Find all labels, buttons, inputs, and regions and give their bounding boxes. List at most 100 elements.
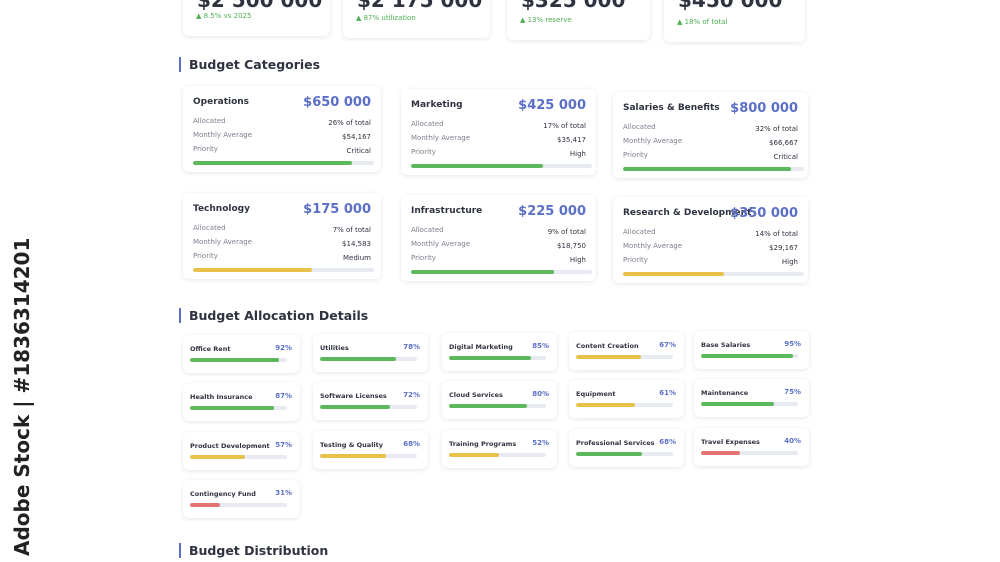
category-card: Operations $650 000 Allocated 26% of total M… [183,86,381,172]
category-card: Marketing $425 000 Allocated 17% of total Mo… [401,89,596,175]
allocation-bar [449,453,500,457]
allocation-percent: 57% [275,441,292,449]
summary-card: $450 000 ▲ 18% of total [664,0,805,42]
summary-card: $2 500 000 ▲ 8.5% vs 2025 [183,0,330,36]
row-value: High [569,256,586,264]
allocation-percent: 67% [659,341,676,349]
allocation-track [701,402,798,406]
allocation-name: Maintenance [701,389,749,397]
row-value: 9% of total [547,228,586,236]
allocation-track [190,503,287,507]
allocation-track [190,455,287,459]
summary-note: ▲ 8.5% vs 2025 [196,12,252,20]
allocation-percent: 40% [784,437,801,445]
allocation-card: Office Rent 92% [183,335,300,373]
allocation-card: Health Insurance 87% [183,383,300,421]
row-value: $18,750 [557,242,586,250]
progress-bar [193,268,313,272]
row-label: Priority [623,256,648,264]
row-label: Monthly Average [411,240,470,248]
progress-track [623,167,804,171]
section-title: Budget Categories [189,57,321,72]
allocation-percent: 31% [275,489,292,497]
category-name: Operations [193,97,250,107]
allocation-percent: 61% [659,389,676,397]
row-label: Allocated [411,226,444,234]
allocation-card: Travel Expenses 40% [694,428,809,466]
allocation-percent: 75% [784,388,801,396]
allocation-card: Utilities 78% [313,334,428,372]
row-label: Priority [623,151,648,159]
watermark: Adobe Stock | #1836314201 [10,237,34,556]
category-name: Salaries & Benefits [623,103,720,113]
allocation-percent: 68% [403,440,420,448]
allocation-name: Office Rent [190,345,231,353]
summary-note: ▲ 18% of total [677,18,728,26]
row-value: 17% of total [543,122,586,130]
allocation-name: Cloud Services [449,391,503,399]
allocation-name: Training Programs [449,440,517,448]
category-amount: $350 000 [730,206,798,221]
allocation-bar [701,402,774,406]
allocation-card: Software Licenses 72% [313,382,428,420]
allocation-card: Digital Marketing 85% [442,333,557,371]
summary-value: $2 500 000 [197,0,323,12]
category-card: Research & Development $350 000 Allocated 1… [613,197,808,283]
allocation-bar [576,355,641,359]
allocation-percent: 78% [403,343,420,351]
allocation-bar [190,406,275,410]
row-value: $66,667 [769,139,798,147]
allocation-name: Digital Marketing [449,343,513,351]
allocation-bar [701,451,740,455]
row-value: 32% of total [755,125,798,133]
progress-track [193,268,374,272]
category-amount: $800 000 [730,101,798,116]
allocation-track [320,454,417,458]
row-label: Priority [193,145,218,153]
category-amount: $175 000 [303,202,371,217]
summary-value: $450 000 [678,0,783,12]
allocation-name: Professional Services [576,439,655,447]
row-label: Monthly Average [623,137,682,145]
allocation-percent: 68% [659,438,676,446]
row-label: Monthly Average [623,242,682,250]
allocation-card: Equipment 61% [569,380,684,418]
progress-track [623,272,804,276]
row-value: High [781,258,798,266]
progress-bar [193,161,353,165]
allocation-track [190,406,287,410]
summary-card: $325 000 ▲ 13% reserve [507,0,650,40]
allocation-percent: 72% [403,391,420,399]
category-card: Infrastructure $225 000 Allocated 9% of tot… [401,195,596,281]
row-label: Priority [193,252,218,260]
row-label: Allocated [411,120,444,128]
section-accent [179,308,181,323]
allocation-name: Software Licenses [320,392,387,400]
allocation-track [576,452,673,456]
allocation-track [449,453,546,457]
row-label: Monthly Average [411,134,470,142]
progress-track [193,161,374,165]
allocation-percent: 92% [275,344,292,352]
allocation-bar [449,356,532,360]
allocation-track [576,403,673,407]
allocation-track [449,356,546,360]
allocation-name: Utilities [320,344,349,352]
row-value: 7% of total [332,226,371,234]
allocation-track [449,404,546,408]
allocation-percent: 52% [532,439,549,447]
allocation-name: Health Insurance [190,393,253,401]
row-value: Critical [773,153,798,161]
section-title: Budget Allocation Details [189,308,369,323]
allocation-card: Cloud Services 80% [442,381,557,419]
allocation-card: Professional Services 68% [569,429,684,467]
allocation-card: Contingency Fund 31% [183,480,300,518]
allocation-bar [190,503,221,507]
allocation-percent: 95% [784,340,801,348]
row-label: Allocated [623,123,656,131]
progress-bar [411,164,544,168]
allocation-name: Product Development [190,442,270,450]
summary-note: ▲ 87% utilization [356,14,416,22]
section-accent [179,543,181,558]
